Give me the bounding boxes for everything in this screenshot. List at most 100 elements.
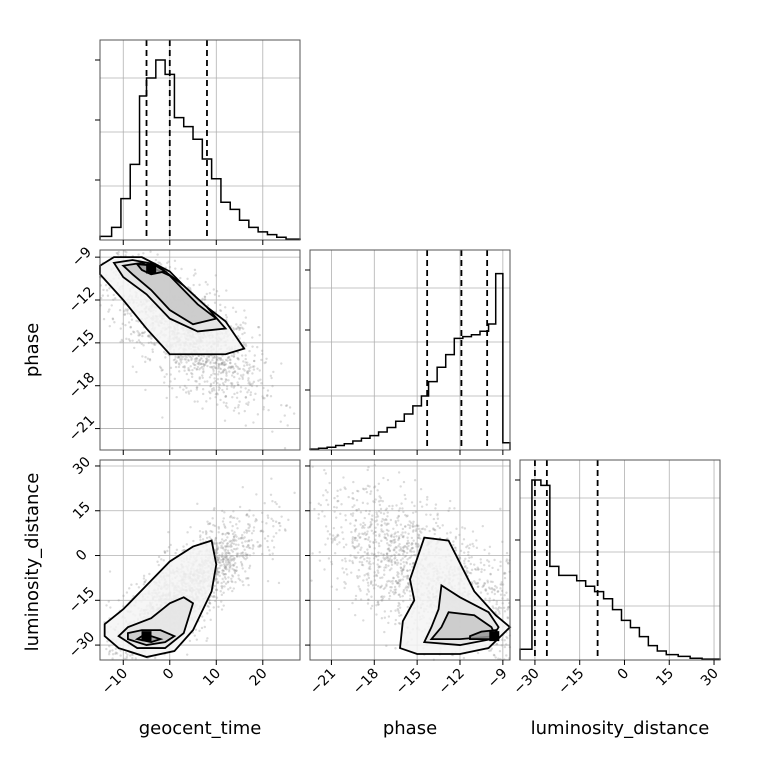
scatter-point	[211, 356, 215, 360]
scatter-point	[157, 261, 160, 264]
scatter-point	[226, 563, 230, 566]
scatter-point	[210, 373, 213, 377]
scatter-point	[222, 604, 225, 607]
scatter-point	[240, 536, 244, 539]
scatter-point	[280, 515, 283, 518]
scatter-point	[251, 382, 254, 385]
scatter-point	[226, 536, 229, 539]
scatter-point	[224, 313, 228, 317]
scatter-point	[112, 298, 115, 301]
scatter-point	[236, 325, 240, 329]
scatter-point	[137, 334, 140, 337]
scatter-point	[368, 525, 372, 529]
scatter-point	[335, 588, 339, 591]
scatter-point	[499, 593, 503, 596]
scatter-point	[221, 571, 224, 575]
scatter-point	[148, 358, 152, 361]
scatter-point	[351, 544, 355, 548]
scatter-point	[328, 481, 331, 485]
scatter-point	[467, 546, 471, 550]
scatter-point	[234, 570, 237, 573]
scatter-point	[200, 626, 204, 630]
scatter-point	[119, 649, 122, 652]
scatter-point	[216, 558, 220, 562]
scatter-point	[436, 524, 440, 528]
scatter-point	[359, 523, 362, 526]
scatter-point	[205, 400, 208, 403]
scatter-point	[217, 357, 221, 360]
scatter-point	[387, 522, 390, 525]
scatter-point	[275, 502, 278, 506]
scatter-point	[265, 357, 268, 360]
scatter-point	[228, 565, 231, 569]
scatter-point	[403, 564, 406, 567]
y-axis-label-1: phase	[22, 323, 43, 377]
scatter-point	[358, 560, 361, 564]
scatter-point	[227, 561, 230, 564]
scatter-point	[484, 597, 487, 601]
scatter-point	[227, 576, 230, 579]
scatter-point	[217, 364, 220, 367]
scatter-point	[242, 321, 245, 324]
scatter-point	[242, 545, 245, 548]
scatter-point	[111, 317, 115, 321]
scatter-point	[140, 342, 143, 346]
scatter-point	[119, 340, 122, 344]
scatter-point	[232, 409, 236, 412]
scatter-point	[175, 548, 179, 551]
scatter-point	[395, 558, 399, 562]
scatter-point	[135, 319, 138, 323]
scatter-point	[249, 366, 252, 369]
scatter-point	[235, 364, 238, 368]
scatter-point	[174, 551, 177, 555]
scatter-point	[242, 373, 245, 377]
scatter-point	[201, 362, 204, 366]
scatter-point	[238, 400, 241, 403]
scatter-point	[232, 367, 235, 370]
scatter-point	[407, 532, 410, 535]
scatter-point	[332, 526, 336, 530]
scatter-point	[221, 388, 224, 392]
scatter-point	[206, 364, 209, 368]
scatter-point	[274, 500, 277, 504]
scatter-point	[272, 525, 275, 528]
scatter-point	[242, 554, 245, 557]
scatter-point	[233, 392, 236, 396]
scatter-point	[286, 424, 289, 427]
scatter-point	[107, 653, 111, 656]
scatter-point	[216, 567, 220, 570]
scatter-point	[203, 298, 206, 301]
scatter-point	[238, 328, 241, 332]
scatter-point	[220, 585, 223, 588]
scatter-point	[215, 588, 219, 592]
scatter-point	[377, 551, 380, 554]
scatter-point	[245, 554, 248, 557]
scatter-point	[270, 376, 273, 380]
scatter-point	[214, 542, 218, 545]
scatter-point	[211, 358, 214, 362]
x-axis-label-2: luminosity_distance	[531, 718, 710, 739]
scatter-point	[117, 253, 120, 256]
scatter-point	[479, 591, 483, 594]
scatter-point	[501, 602, 504, 605]
scatter-point	[270, 539, 274, 542]
scatter-point	[271, 384, 274, 388]
scatter-point	[217, 571, 220, 574]
scatter-point	[283, 447, 287, 450]
scatter-point	[123, 250, 126, 253]
scatter-point	[326, 530, 330, 533]
scatter-point	[102, 317, 106, 321]
scatter-point	[212, 369, 215, 373]
scatter-point	[410, 536, 414, 540]
scatter-point	[160, 558, 163, 561]
scatter-point	[506, 598, 509, 601]
scatter-point	[219, 309, 223, 313]
scatter-point	[225, 568, 228, 571]
scatter-point	[246, 554, 249, 557]
scatter-point	[219, 590, 222, 593]
scatter-point	[392, 576, 395, 580]
scatter-point	[244, 354, 247, 357]
scatter-point	[213, 356, 217, 359]
scatter-point	[370, 529, 373, 532]
scatter-point	[292, 412, 296, 415]
